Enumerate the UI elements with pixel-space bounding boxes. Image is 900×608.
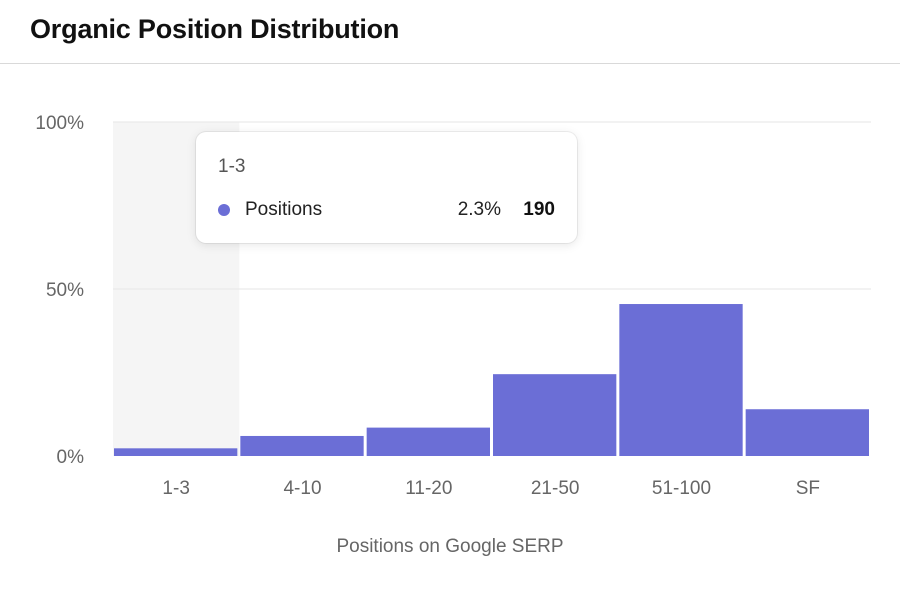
tooltip-series-name: Positions: [245, 199, 323, 220]
tooltip-category: 1-3: [218, 156, 246, 177]
bar-11-20[interactable]: [366, 427, 490, 456]
x-axis-title: Positions on Google SERP: [336, 536, 563, 557]
bar-1-3[interactable]: [114, 448, 238, 456]
x-tick-label: SF: [796, 478, 820, 499]
chart-tooltip: 1-3 Positions 2.3% 190: [196, 132, 577, 243]
y-tick-label: 100%: [35, 113, 84, 134]
x-tick-label: 4-10: [283, 478, 321, 499]
panel-title: Organic Position Distribution: [30, 14, 400, 44]
y-tick-label: 0%: [57, 447, 85, 468]
tooltip-series-dot: [218, 204, 230, 216]
tooltip-percent: 2.3%: [457, 199, 501, 220]
bar-SF[interactable]: [745, 409, 869, 456]
bar-51-100[interactable]: [619, 304, 743, 456]
x-tick-label: 21-50: [531, 478, 580, 499]
y-tick-label: 50%: [46, 280, 84, 301]
x-tick-label: 1-3: [162, 478, 189, 499]
panel-header: Organic Position Distribution: [0, 0, 900, 64]
bar-21-50[interactable]: [493, 374, 617, 456]
x-tick-label: 11-20: [405, 478, 452, 499]
tooltip-count: 190: [523, 199, 555, 220]
bar-4-10[interactable]: [240, 435, 364, 456]
x-tick-label: 51-100: [652, 478, 711, 499]
